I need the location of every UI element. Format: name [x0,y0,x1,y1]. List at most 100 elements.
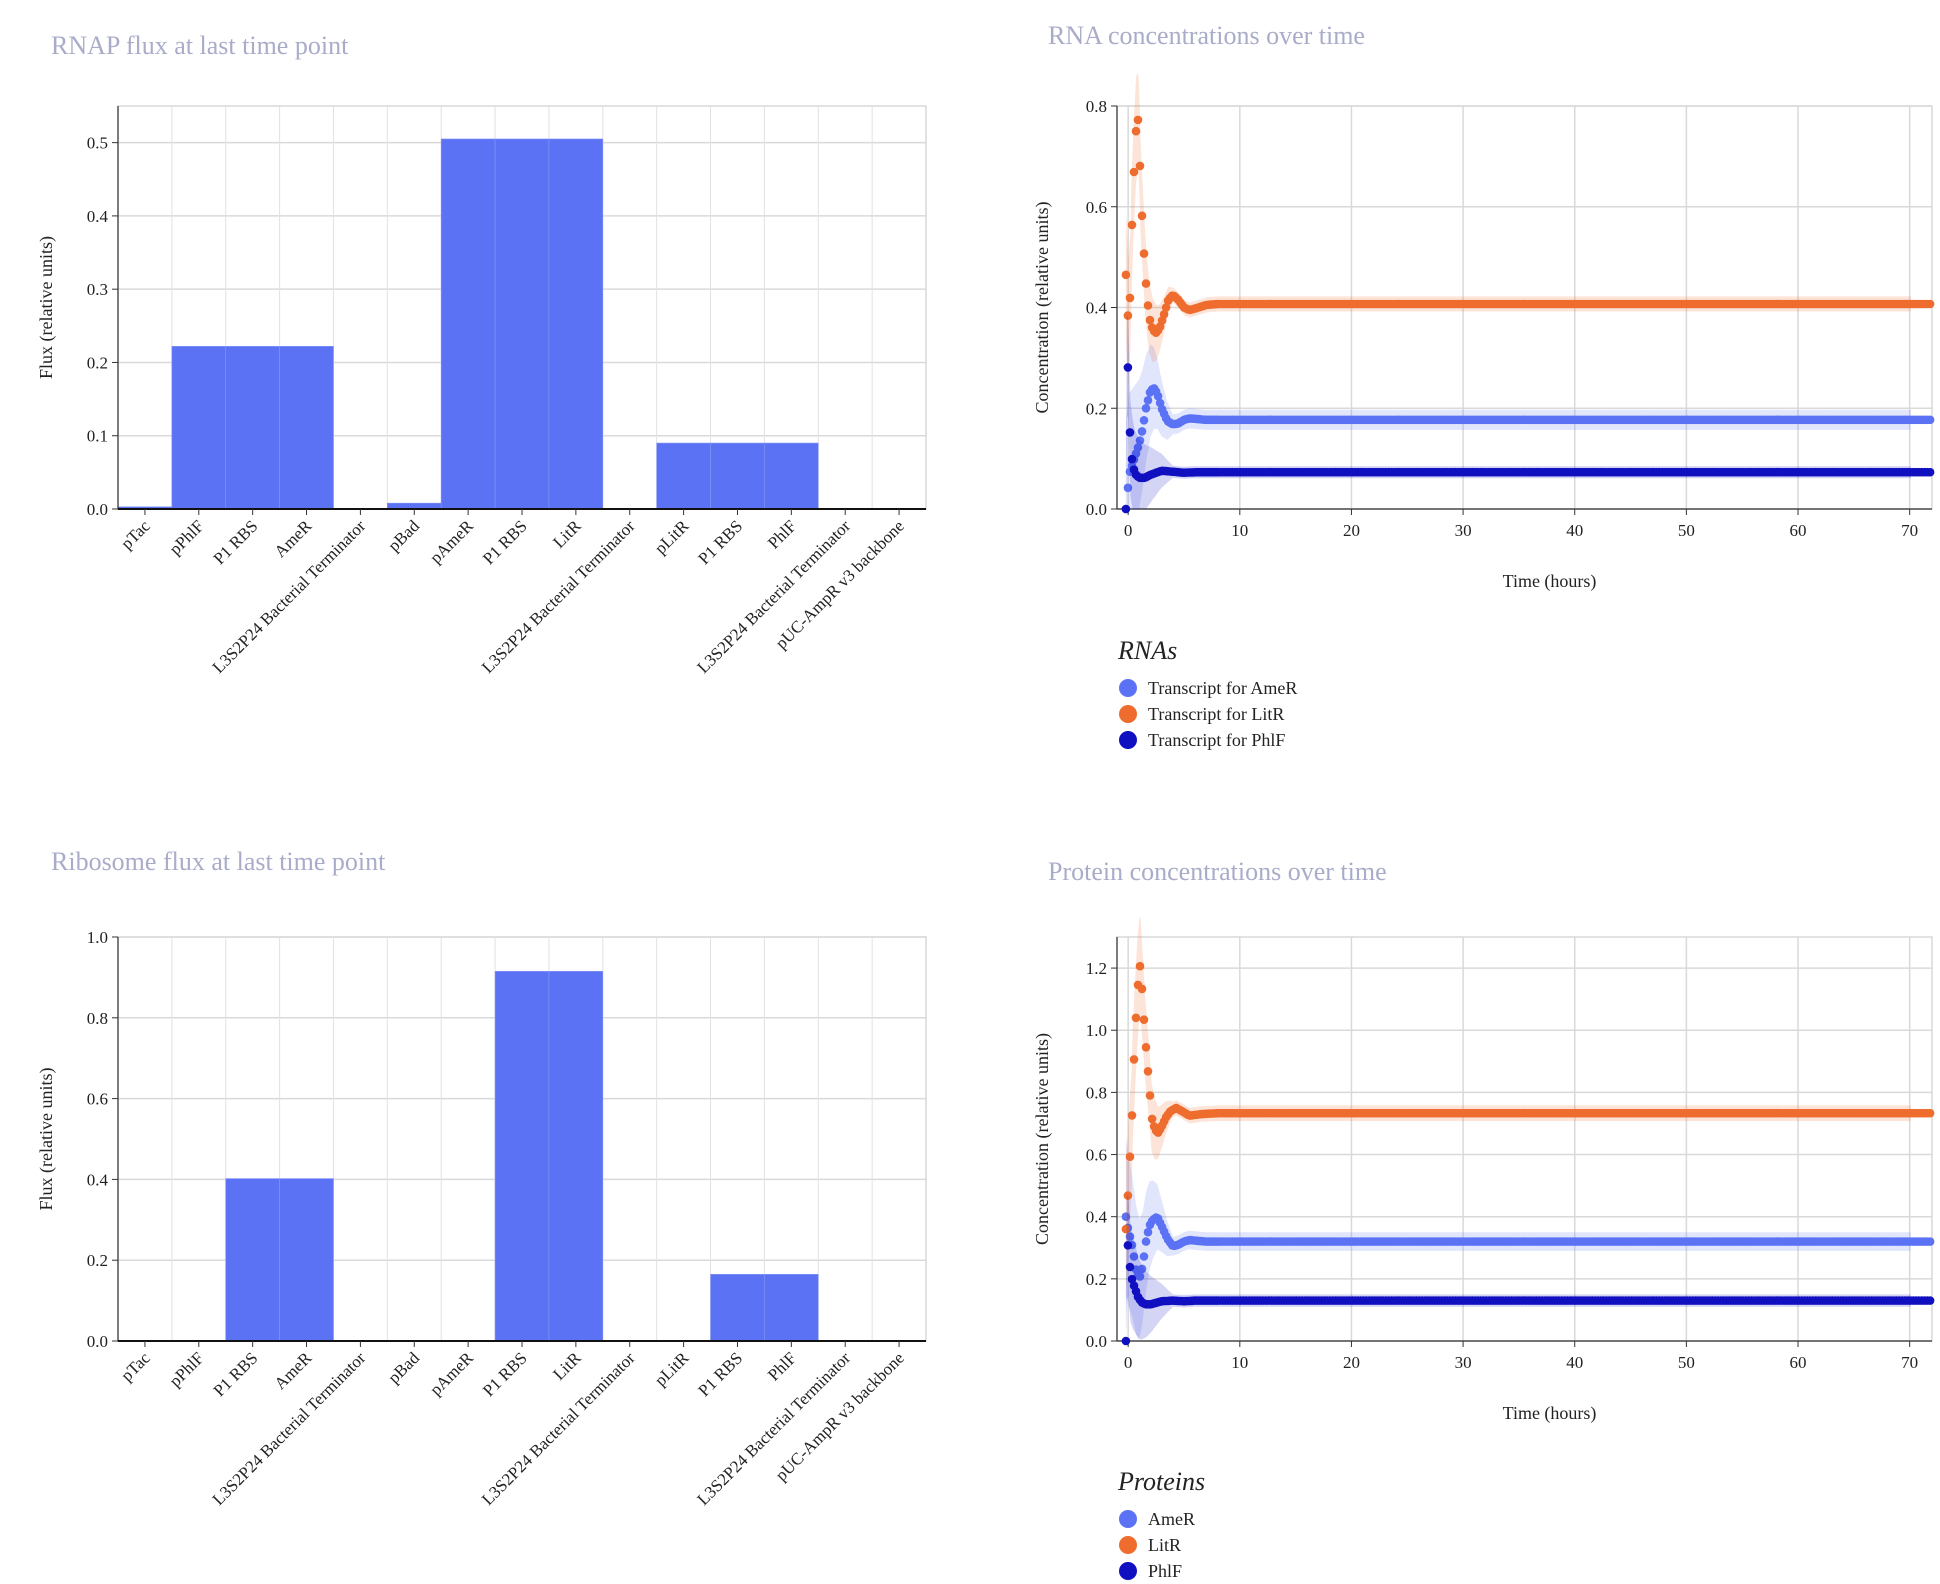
rna-x-tick-label: 10 [1231,521,1248,540]
rna-x-tick-label: 70 [1901,521,1918,540]
ribosome-y-tick-label: 0.0 [87,1332,108,1351]
rna-legend-swatch [1119,679,1137,697]
rnap-flux-chart-panel: RNAP flux at last time point 0.0 0.1 0.2 0.… [0,0,960,790]
protein-data-point [1147,1114,1157,1124]
protein-legend-label: LitR [1148,1535,1181,1555]
rna-data-point [1123,311,1133,320]
rna-legend-label: Transcript for LitR [1148,704,1284,724]
rna-x-axis-label: Time (hours) [1503,571,1597,592]
ribosome-bar [710,1274,765,1342]
protein-data-point [1143,1227,1153,1237]
protein-data-point [1141,1237,1151,1246]
rna-y-tick-label: 0.8 [1086,97,1107,116]
protein-y-tick-label: 1.0 [1086,1021,1107,1040]
rnap-category-label: PhlF [764,516,800,552]
rna-x-tick-label: 50 [1678,521,1695,540]
rnap-bar [225,346,280,510]
rnap-category-label: P1 RBS [210,516,262,568]
rnap-bar [440,138,496,510]
rna-data-point [1137,211,1147,221]
ribosome-y-tick-label: 1.0 [87,928,108,947]
protein-legend-swatch [1119,1562,1137,1580]
rnap-flux-chart: RNAP flux at last time point 0.0 0.1 0.2 0.… [36,31,927,677]
rna-data-point [1121,504,1131,514]
rna-data-point [1137,427,1147,436]
ribosome-y-axis-label: Flux (relative units) [36,1068,57,1211]
rnap-category-label: P1 RBS [479,516,531,568]
protein-y-tick-label: 0.8 [1086,1083,1107,1102]
rna-data-point [1135,436,1145,445]
ribosome-category-label: P1 RBS [694,1348,746,1400]
protein-legend-title: Proteins [1117,1467,1205,1496]
rnap-bar [764,442,819,510]
ribosome-category-label: pPhlF [165,1348,207,1390]
rnap-y-tick-label: 0.3 [87,280,108,299]
protein-y-tick-label: 0.0 [1086,1332,1107,1351]
rnap-bar [494,138,550,510]
rna-legend-swatch [1119,731,1137,749]
ribosome-y-tick-label: 0.4 [87,1170,109,1189]
rnap-category-label: pLitR [651,516,693,558]
protein-x-tick-label: 60 [1790,1353,1807,1372]
ribosome-category-label: AmeR [271,1348,316,1393]
protein-data-point [1137,984,1147,994]
rna-data-point [1135,161,1145,171]
rnap-bar [171,346,227,510]
ribosome-bar [225,1178,280,1342]
rnap-category-label: LitR [549,516,585,552]
protein-concentration-chart-panel: Protein concentrations over time 0.0 0.2 0… [960,790,1940,1584]
rna-x-tick-label: 40 [1566,521,1583,540]
rna-data-point [1153,391,1163,401]
protein-x-tick-label: 70 [1901,1353,1918,1372]
rnap-bar [279,346,334,510]
protein-data-point [1121,1224,1131,1234]
rnap-y-tick-label: 0.0 [87,500,108,519]
rnap-y-tick-label: 0.2 [87,353,108,372]
ribosome-y-tick-label: 0.2 [87,1251,108,1270]
rna-legend-label: Transcript for PhlF [1148,730,1285,750]
rna-data-point [1145,315,1155,325]
rna-y-tick-label: 0.6 [1086,198,1107,217]
rnap-bar [548,138,604,510]
protein-series-band [1125,916,1911,1296]
rnap-category-label: pBad [384,516,423,555]
rnap-category-label: pAmeR [426,516,477,567]
rnap-category-label: pTac [117,516,154,553]
ribosome-category-label: pAmeR [426,1348,477,1399]
protein-legend-label: AmeR [1148,1509,1195,1529]
protein-data-point [1137,1264,1147,1274]
ribosome-category-label: P1 RBS [479,1348,531,1400]
protein-data-point [1925,1108,1935,1118]
protein-series-2-points [1121,1241,1935,1346]
rnap-category-label: AmeR [271,516,316,561]
protein-data-point [1129,1252,1139,1261]
rna-data-point [1129,167,1139,177]
rna-series-2-points [1121,363,1935,514]
rna-data-point [1133,115,1143,125]
rna-y-axis-label: Concentration (relative units) [1032,202,1053,414]
rna-series-band [1125,73,1911,383]
protein-data-point [1925,1237,1935,1246]
rna-data-point [1127,454,1137,464]
protein-x-tick-label: 40 [1566,1353,1583,1372]
protein-series-1-points [1121,961,1935,1234]
ribosome-bar [764,1274,819,1342]
rna-chart-title: RNA concentrations over time [1048,21,1365,50]
ribosome-y-tick-label: 0.8 [87,1009,108,1028]
protein-data-point [1127,1274,1137,1284]
protein-data-point [1125,1152,1135,1161]
rna-data-point [1159,310,1169,319]
protein-data-point [1127,1111,1137,1120]
protein-data-point [1139,1015,1149,1024]
protein-x-tick-label: 50 [1678,1353,1695,1372]
rnap-y-tick-label: 0.5 [87,134,108,153]
ribosome-category-label: P1 RBS [210,1348,262,1400]
protein-legend-swatch [1119,1510,1137,1528]
protein-y-axis-label: Concentration (relative units) [1032,1033,1053,1245]
protein-legend-swatch [1119,1536,1137,1554]
rna-data-point [1925,299,1935,309]
rna-y-tick-label: 0.4 [1086,299,1108,318]
rnap-y-tick-label: 0.1 [87,427,108,446]
protein-series-0-points [1121,1212,1935,1281]
rna-data-point [1139,249,1149,258]
